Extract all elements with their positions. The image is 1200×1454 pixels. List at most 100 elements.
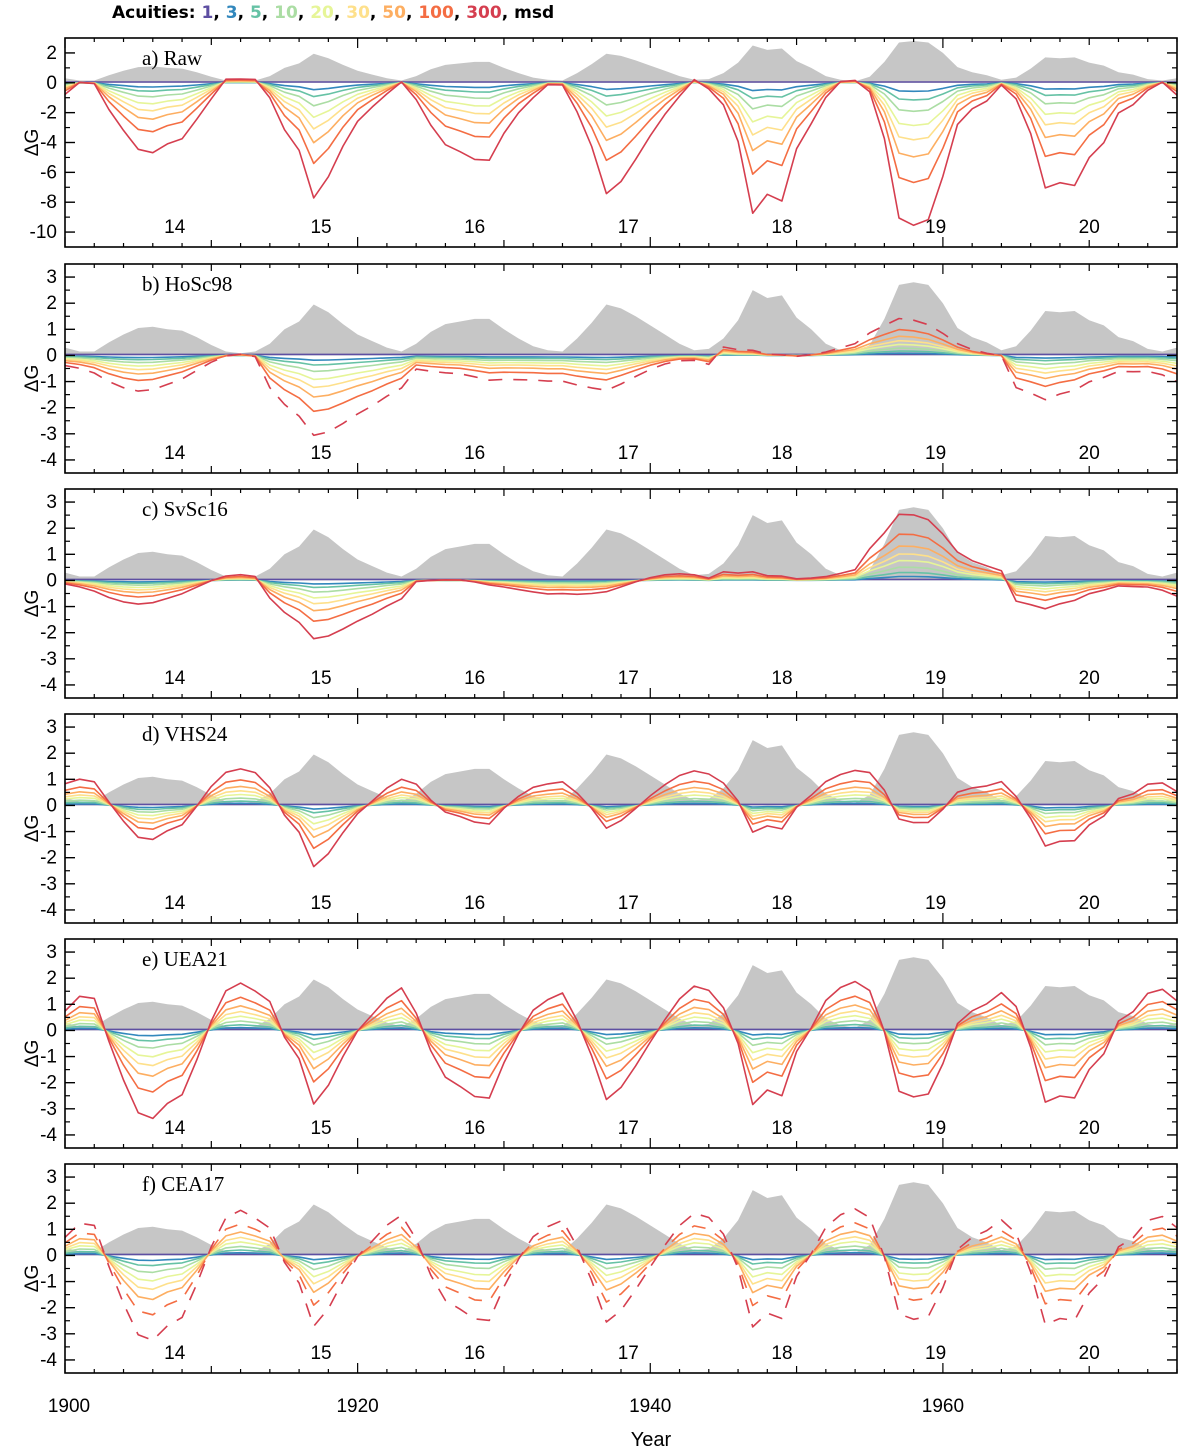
cycle-label-17: 17 <box>618 1118 639 1139</box>
legend-separator: , <box>369 3 377 23</box>
cycle-label-17: 17 <box>618 443 639 464</box>
y-tick-label: 1 <box>46 544 57 565</box>
cycle-label-20: 20 <box>1079 217 1100 238</box>
cycle-label-17: 17 <box>618 893 639 914</box>
legend-item-5: 5 <box>244 3 262 23</box>
x-tick-label: 1920 <box>336 1396 378 1417</box>
sunspot-area <box>65 957 1177 1031</box>
y-tick-label: -2 <box>40 398 57 419</box>
series-acuity-20 <box>65 1014 1177 1058</box>
y-tick-label: -2 <box>40 103 57 124</box>
panel-e: 3 2 1 0 -1 -2 -3 -4 e) UEA21 14 15 16 17 18 19 20 ΔG <box>22 938 1178 1149</box>
y-tick-label: -2 <box>40 1298 57 1319</box>
x-tick-label: 1900 <box>48 1396 90 1417</box>
cycle-label-18: 18 <box>771 443 792 464</box>
legend-suffix: msd <box>514 3 555 23</box>
series-acuity-100 <box>65 995 1177 1093</box>
y-tick-label: 0 <box>46 1020 57 1041</box>
panel-title: d) VHS24 <box>142 722 228 746</box>
legend-item-10: 10 <box>268 3 298 23</box>
cycle-label-19: 19 <box>925 1343 946 1364</box>
series-acuity-30 <box>65 1010 1177 1067</box>
cycle-label-14: 14 <box>164 217 186 238</box>
y-tick-label: -4 <box>40 133 57 154</box>
cycle-label-15: 15 <box>310 443 331 464</box>
series-acuity-300 <box>65 768 1177 868</box>
y-tick-label: -1 <box>40 1272 57 1293</box>
y-tick-label: 3 <box>46 942 57 963</box>
cycle-label-18: 18 <box>771 893 792 914</box>
y-tick-label: -4 <box>40 900 57 921</box>
legend-item-300: 300 <box>460 3 502 23</box>
y-tick-label: 3 <box>46 717 57 738</box>
y-axis-label: ΔG <box>22 1040 43 1067</box>
cycle-label-15: 15 <box>310 668 331 689</box>
panel-frame <box>64 488 1178 699</box>
series-acuity-100 <box>65 79 1177 184</box>
y-tick-label: -3 <box>40 649 57 670</box>
y-tick-label: -2 <box>40 623 57 644</box>
panel-title: b) HoSc98 <box>142 272 232 296</box>
series-acuity-50 <box>65 1004 1177 1077</box>
legend-item-100: 100 <box>412 3 454 23</box>
y-tick-label: 2 <box>46 293 57 314</box>
cycle-label-17: 17 <box>618 668 639 689</box>
y-tick-label: -4 <box>40 1350 57 1371</box>
cycle-label-16: 16 <box>464 668 485 689</box>
series-acuity-50 <box>65 785 1177 839</box>
y-tick-label: -1 <box>40 822 57 843</box>
y-tick-label: -4 <box>40 450 57 471</box>
cycle-label-18: 18 <box>771 668 792 689</box>
y-tick-label: 0 <box>46 345 57 366</box>
y-tick-label: 1 <box>46 769 57 790</box>
panel-f: 3 2 1 0 -1 -2 -3 -4 f) CEA17 14 15 16 17 18 19 20 ΔG <box>22 1163 1178 1374</box>
cycle-label-19: 19 <box>925 443 946 464</box>
cycle-label-18: 18 <box>771 217 792 238</box>
x-tick-label: 1960 <box>922 1396 964 1417</box>
legend-prefix: Acuities: <box>112 3 196 23</box>
series-acuity-100 <box>65 533 1177 623</box>
series-acuity-300 <box>65 317 1177 437</box>
y-tick-label: 1 <box>46 1219 57 1240</box>
y-tick-label: 0 <box>46 1245 57 1266</box>
series-acuity-30 <box>65 789 1177 831</box>
y-tick-label: -4 <box>40 1125 57 1146</box>
series-acuity-10 <box>65 797 1177 819</box>
y-tick-label: -1 <box>40 372 57 393</box>
panel-title: f) CEA17 <box>142 1172 224 1196</box>
series-acuity-100 <box>65 1222 1177 1316</box>
y-tick-label: -3 <box>40 1324 57 1345</box>
y-axis-label: ΔG <box>22 590 43 617</box>
legend-separator: , <box>297 3 305 23</box>
cycle-label-15: 15 <box>310 217 331 238</box>
y-tick-label: -10 <box>30 222 57 243</box>
series-acuity-3 <box>65 1026 1177 1037</box>
cycle-label-15: 15 <box>310 1118 331 1139</box>
cycle-label-20: 20 <box>1079 893 1100 914</box>
cycle-label-14: 14 <box>164 1118 186 1139</box>
y-axis-label: ΔG <box>22 1265 43 1292</box>
y-tick-label: -1 <box>40 597 57 618</box>
cycle-label-16: 16 <box>464 1343 485 1364</box>
cycle-label-19: 19 <box>925 893 946 914</box>
y-tick-label: -3 <box>40 1099 57 1120</box>
sunspot-area <box>65 732 1177 806</box>
series-acuity-300 <box>65 1208 1177 1341</box>
cycle-label-17: 17 <box>618 1343 639 1364</box>
y-tick-label: -3 <box>40 874 57 895</box>
panel-frame <box>64 938 1178 1149</box>
y-tick-label: -6 <box>40 162 57 183</box>
cycle-label-18: 18 <box>771 1118 792 1139</box>
legend-separator: , <box>501 3 509 23</box>
cycle-label-18: 18 <box>771 1343 792 1364</box>
y-tick-label: 2 <box>46 518 57 539</box>
legend-items: 1, 3, 5, 10, 20, 30, 50, 100, 300, <box>202 3 515 23</box>
legend-item-50: 50 <box>376 3 406 23</box>
legend: Acuities: 1, 3, 5, 10, 20, 30, 50, 100, … <box>112 3 554 23</box>
legend-separator: , <box>261 3 269 23</box>
cycle-label-19: 19 <box>925 217 946 238</box>
legend-item-30: 30 <box>340 3 370 23</box>
series-acuity-10 <box>65 1019 1177 1049</box>
